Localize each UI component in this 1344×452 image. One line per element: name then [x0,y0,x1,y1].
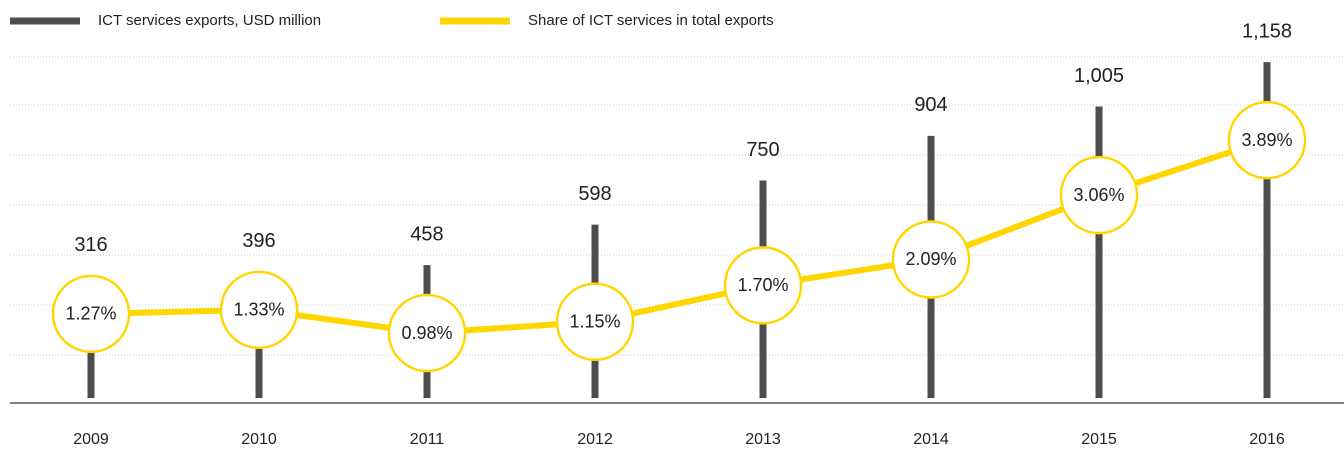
x-tick-label: 2014 [913,431,949,448]
bar-value-label: 458 [410,223,443,245]
x-tick-label: 2015 [1081,431,1117,448]
x-tick-label: 2016 [1249,431,1285,448]
bar-value-label: 904 [914,94,947,116]
share-marker [51,274,131,354]
x-tick-label: 2013 [745,431,781,448]
share-label: 1.27% [65,304,116,324]
share-label: 2.09% [905,249,956,269]
share-marker [555,282,635,362]
share-label: 3.89% [1241,130,1292,150]
x-tick-label: 2012 [577,431,613,448]
share-label: 1.15% [569,312,620,332]
share-marker [1227,100,1307,180]
legend-label: Share of ICT services in total exports [528,12,774,29]
share-marker [219,270,299,350]
share-label: 1.70% [737,275,788,295]
share-marker [891,220,971,299]
bar-value-label: 1,158 [1242,20,1292,42]
bar-value-label: 598 [578,183,611,205]
bar-value-label: 396 [242,230,275,252]
x-tick-label: 2010 [241,431,277,448]
share-label: 0.98% [401,323,452,343]
bar-value-label: 316 [74,234,107,256]
legend-label: ICT services exports, USD million [98,12,321,29]
share-label: 3.06% [1073,185,1124,205]
x-tick-label: 2011 [410,431,445,448]
share-marker [1059,155,1139,235]
bar-value-label: 750 [746,139,779,161]
share-marker [723,246,803,325]
share-label: 1.33% [233,300,284,320]
x-tick-label: 2009 [73,431,109,448]
bar-value-label: 1,005 [1074,65,1124,87]
share-marker [387,293,467,373]
